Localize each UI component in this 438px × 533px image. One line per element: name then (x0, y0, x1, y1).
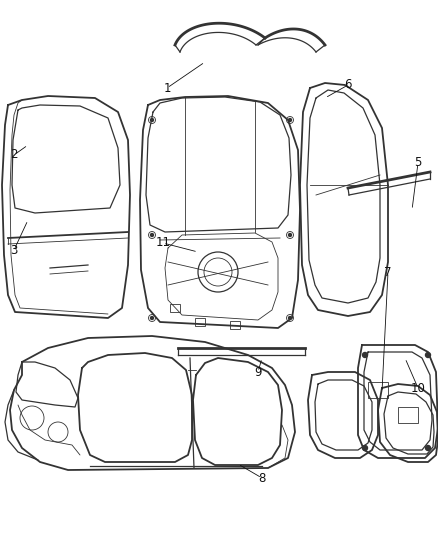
Circle shape (151, 233, 153, 237)
Text: 9: 9 (254, 366, 262, 378)
Circle shape (289, 118, 292, 122)
Circle shape (151, 317, 153, 319)
Circle shape (289, 317, 292, 319)
Circle shape (151, 118, 153, 122)
Circle shape (289, 233, 292, 237)
Circle shape (363, 352, 367, 358)
Text: 3: 3 (11, 244, 18, 256)
Circle shape (363, 446, 367, 450)
Text: 6: 6 (344, 78, 352, 92)
Text: 8: 8 (258, 472, 266, 484)
Text: 11: 11 (155, 237, 170, 249)
Text: 5: 5 (414, 157, 422, 169)
Text: 7: 7 (384, 265, 392, 279)
Text: 1: 1 (163, 82, 171, 94)
Text: 10: 10 (410, 382, 425, 394)
Circle shape (425, 446, 431, 450)
Text: 2: 2 (10, 149, 18, 161)
Circle shape (425, 352, 431, 358)
